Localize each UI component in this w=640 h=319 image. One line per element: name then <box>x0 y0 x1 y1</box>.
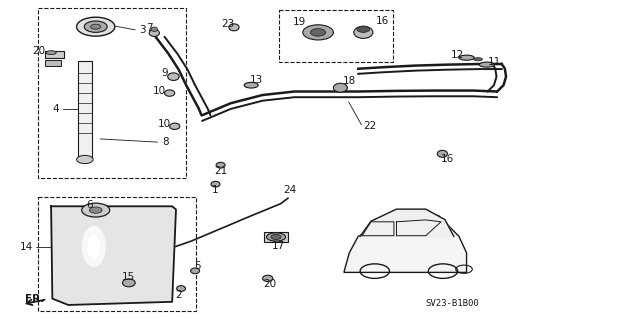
Text: 20: 20 <box>264 279 277 289</box>
Text: 22: 22 <box>363 121 376 131</box>
Text: 10: 10 <box>158 119 171 129</box>
Text: 1: 1 <box>212 185 219 195</box>
Ellipse shape <box>459 55 474 60</box>
Text: 19: 19 <box>293 17 306 27</box>
Text: SV23-B1B00: SV23-B1B00 <box>426 299 479 308</box>
Bar <box>78 61 92 159</box>
Circle shape <box>77 155 93 164</box>
Ellipse shape <box>262 275 273 282</box>
Ellipse shape <box>479 62 495 67</box>
Circle shape <box>90 207 102 213</box>
Text: 6: 6 <box>86 200 93 210</box>
Text: 20: 20 <box>32 46 45 56</box>
Text: 7: 7 <box>146 23 152 33</box>
Ellipse shape <box>191 268 200 274</box>
Polygon shape <box>360 209 454 236</box>
Text: 11: 11 <box>488 57 501 67</box>
Ellipse shape <box>151 27 157 32</box>
Text: 24: 24 <box>283 185 296 196</box>
Circle shape <box>91 24 100 29</box>
Ellipse shape <box>164 90 175 96</box>
Circle shape <box>303 25 333 40</box>
Text: 17: 17 <box>272 241 285 251</box>
Ellipse shape <box>244 82 258 88</box>
Circle shape <box>310 29 326 36</box>
Ellipse shape <box>354 26 373 38</box>
Circle shape <box>357 26 370 33</box>
Text: FR.: FR. <box>25 294 44 304</box>
Text: 14: 14 <box>20 242 33 252</box>
Text: 16: 16 <box>376 16 389 26</box>
Bar <box>45 51 64 58</box>
Text: 21: 21 <box>214 166 227 176</box>
Bar <box>38 8 186 178</box>
Circle shape <box>77 17 115 36</box>
Ellipse shape <box>168 73 179 80</box>
Ellipse shape <box>170 123 180 130</box>
Ellipse shape <box>46 51 56 55</box>
Ellipse shape <box>88 234 100 259</box>
Bar <box>278 10 394 63</box>
Ellipse shape <box>149 30 159 36</box>
Circle shape <box>84 21 107 33</box>
Text: 16: 16 <box>441 154 454 165</box>
Ellipse shape <box>437 150 447 157</box>
Circle shape <box>82 203 109 217</box>
Text: 8: 8 <box>163 137 169 147</box>
Ellipse shape <box>177 286 186 291</box>
Text: 15: 15 <box>122 272 136 282</box>
Bar <box>264 232 288 242</box>
Text: 13: 13 <box>250 75 263 85</box>
Text: 18: 18 <box>342 76 356 86</box>
Text: 2: 2 <box>175 290 182 300</box>
Text: 3: 3 <box>140 25 146 35</box>
Text: 12: 12 <box>451 49 464 60</box>
Polygon shape <box>51 206 176 305</box>
Ellipse shape <box>333 83 348 92</box>
Ellipse shape <box>82 226 106 267</box>
Bar <box>38 197 196 311</box>
Ellipse shape <box>211 181 220 187</box>
Ellipse shape <box>474 58 483 61</box>
Ellipse shape <box>266 233 285 241</box>
Ellipse shape <box>122 279 135 287</box>
Ellipse shape <box>229 24 239 31</box>
Text: 10: 10 <box>153 85 166 96</box>
Text: 9: 9 <box>161 68 168 78</box>
Circle shape <box>271 234 281 240</box>
Bar <box>45 60 61 66</box>
Text: 5: 5 <box>195 261 201 271</box>
Polygon shape <box>344 215 467 272</box>
Text: 23: 23 <box>221 19 235 29</box>
Text: 4: 4 <box>52 104 59 114</box>
Ellipse shape <box>216 162 225 168</box>
